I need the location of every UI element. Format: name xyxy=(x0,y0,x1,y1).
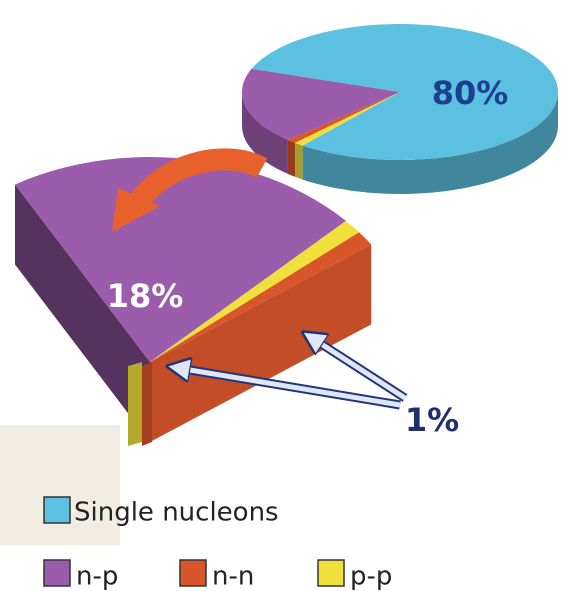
pie-side xyxy=(295,142,303,180)
explode-arrow xyxy=(131,148,268,208)
pie-slice xyxy=(295,92,400,146)
pie-slice xyxy=(251,24,558,160)
wedge-slice xyxy=(15,157,346,362)
wedge-slice xyxy=(150,220,360,362)
legend-backdrop xyxy=(0,425,120,545)
pies xyxy=(15,24,558,446)
pie-side xyxy=(242,92,288,174)
pointer-arrow xyxy=(312,338,407,401)
legend-swatch xyxy=(43,496,71,524)
legend-label: n-n xyxy=(212,562,254,591)
legend-swatch xyxy=(43,559,71,587)
wedge-side xyxy=(15,184,150,442)
explode-arrow-head xyxy=(112,188,160,232)
wedge-side xyxy=(128,362,142,446)
data-label: 80% xyxy=(432,74,509,112)
legend-swatch xyxy=(179,559,207,587)
data-label: 18% xyxy=(107,277,184,315)
wedge-side xyxy=(142,362,152,446)
pie-side xyxy=(287,139,296,177)
wedge-side xyxy=(150,244,372,442)
legend-label: Single nucleons xyxy=(74,498,279,528)
data-label: 1% xyxy=(405,401,459,439)
pie-slice xyxy=(287,92,400,143)
wedge-slice xyxy=(150,232,372,362)
legend: Single nucleons n-p n-n p-p xyxy=(43,496,392,591)
pie-slice xyxy=(242,68,400,140)
legend-label: p-p xyxy=(350,562,392,591)
pointer-arrow xyxy=(178,368,401,408)
legend-swatch xyxy=(317,559,345,587)
pie-side xyxy=(302,92,558,194)
legend-label: n-p xyxy=(76,562,118,591)
